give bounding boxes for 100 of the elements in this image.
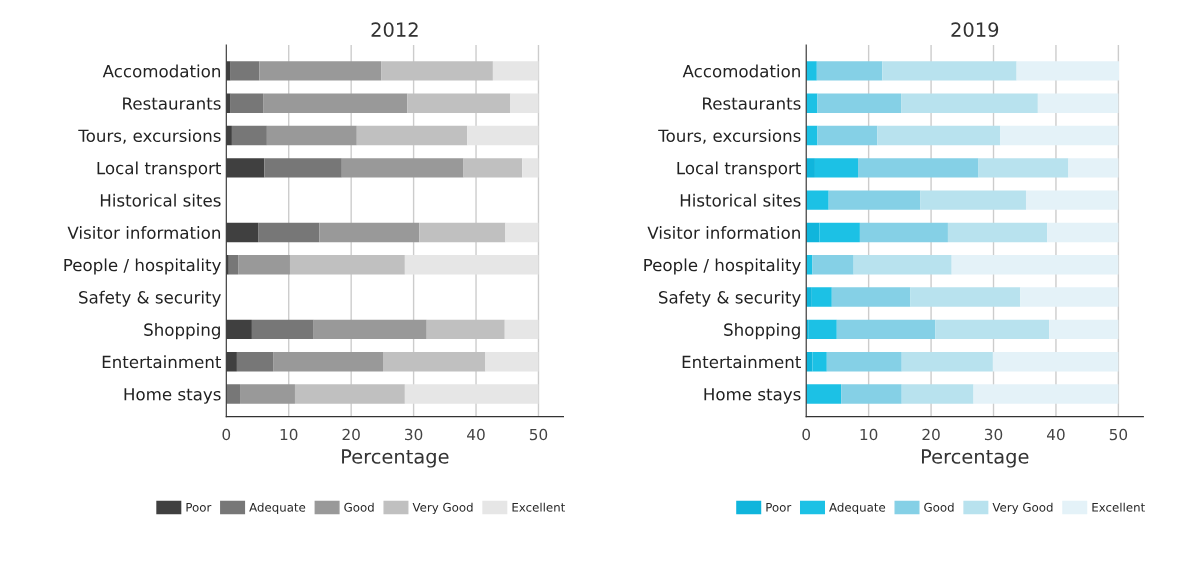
x-tick-label: 0 [222, 428, 231, 441]
bar [877, 125, 1001, 146]
bar [858, 158, 979, 178]
bar [319, 222, 420, 243]
bar [485, 352, 539, 372]
y-tick-label: Visitor information [67, 226, 221, 240]
bar [251, 319, 314, 340]
bar [901, 93, 1038, 113]
y-tick-label: Restaurants [123, 97, 221, 110]
legend-label: Adequate [829, 502, 886, 515]
x-tick-label: 20 [922, 428, 940, 441]
x-tick-label: 50 [1109, 428, 1128, 441]
x-tick-label: 30 [984, 428, 1003, 441]
bar [1037, 93, 1119, 113]
bar [951, 255, 1119, 275]
bar [522, 158, 539, 178]
legend-label: Poor [766, 502, 792, 512]
y-tick-label: Home stays [124, 388, 221, 404]
bar [817, 125, 878, 146]
y-tick-label: People / hospitality [64, 258, 221, 275]
legend-label: Good [924, 502, 954, 512]
legend-label: Excellent [1092, 502, 1145, 512]
bar [1020, 287, 1119, 307]
bar [259, 61, 382, 81]
bar [935, 319, 1050, 340]
x-tick-label: 30 [405, 428, 423, 441]
y-tick-label: Accomodation [102, 64, 221, 78]
bar [947, 222, 1048, 243]
x-tick-label: 0 [802, 428, 811, 441]
bar [263, 93, 408, 113]
bar [404, 255, 539, 275]
bar [882, 61, 1017, 81]
legend-label: Very Good [412, 502, 473, 515]
bar [973, 384, 1119, 404]
bar [806, 190, 829, 210]
bar [341, 158, 464, 178]
bar [273, 352, 384, 372]
bar [313, 319, 427, 340]
bar [226, 158, 265, 178]
legend-label: Poor [186, 502, 212, 512]
bar [828, 190, 921, 210]
bar [231, 125, 267, 146]
bar [238, 255, 290, 275]
bar [978, 158, 1069, 178]
bar [841, 384, 902, 404]
x-tick-label: 10 [860, 428, 878, 441]
bar [1025, 190, 1119, 210]
x-tick-label: 40 [467, 428, 485, 441]
bar [811, 287, 832, 307]
bar [826, 352, 902, 372]
bar [240, 384, 295, 404]
bar [467, 125, 539, 146]
chart-title: 2012 [371, 22, 418, 37]
y-tick-label: Historical sites [680, 193, 801, 207]
y-tick-label: Shopping [724, 323, 800, 340]
bar [859, 222, 948, 243]
bar [1000, 125, 1119, 146]
bar [510, 93, 539, 113]
y-tick-label: Safety & security [658, 290, 801, 307]
y-tick-label: Tours, excursions [658, 129, 801, 144]
legend-label: Very Good [992, 502, 1053, 515]
y-tick-label: Restaurants [703, 97, 801, 110]
y-tick-label: Local transport [97, 161, 222, 178]
bar [992, 352, 1119, 372]
bar [816, 61, 883, 81]
x-tick-label: 40 [1046, 428, 1065, 441]
bar [817, 93, 902, 113]
y-tick-label: Home stays [704, 388, 801, 404]
legend-label: Excellent [512, 502, 566, 512]
bar [920, 190, 1026, 210]
bar [831, 287, 911, 307]
legend-label: Adequate [249, 502, 306, 515]
bar [230, 93, 264, 113]
bar [1047, 222, 1119, 243]
y-tick-label: Tours, excursions [78, 129, 221, 144]
y-tick-label: Local transport [677, 161, 801, 178]
bar [901, 384, 974, 404]
bar [230, 61, 260, 81]
legend-label: Good [344, 502, 374, 512]
bar [812, 255, 854, 275]
bar [505, 222, 539, 243]
bar [492, 61, 539, 81]
bar [901, 352, 993, 372]
bar [1049, 319, 1119, 340]
x-axis-title: Percentage [922, 449, 1029, 468]
bar [806, 61, 817, 81]
bar [258, 222, 320, 243]
y-tick-label: People / hospitality [644, 258, 801, 275]
bar [226, 319, 252, 340]
bar [226, 61, 231, 81]
y-tick-label: Visitor information [647, 226, 800, 240]
y-tick-label: Accomodation [682, 64, 800, 78]
bar [806, 384, 842, 404]
x-tick-label: 50 [529, 428, 548, 441]
bar [264, 158, 342, 178]
bar [910, 287, 1021, 307]
bar [226, 384, 241, 404]
y-tick-label: Entertainment [682, 355, 801, 369]
chart-title: 2019 [951, 22, 999, 37]
bar [504, 319, 539, 340]
